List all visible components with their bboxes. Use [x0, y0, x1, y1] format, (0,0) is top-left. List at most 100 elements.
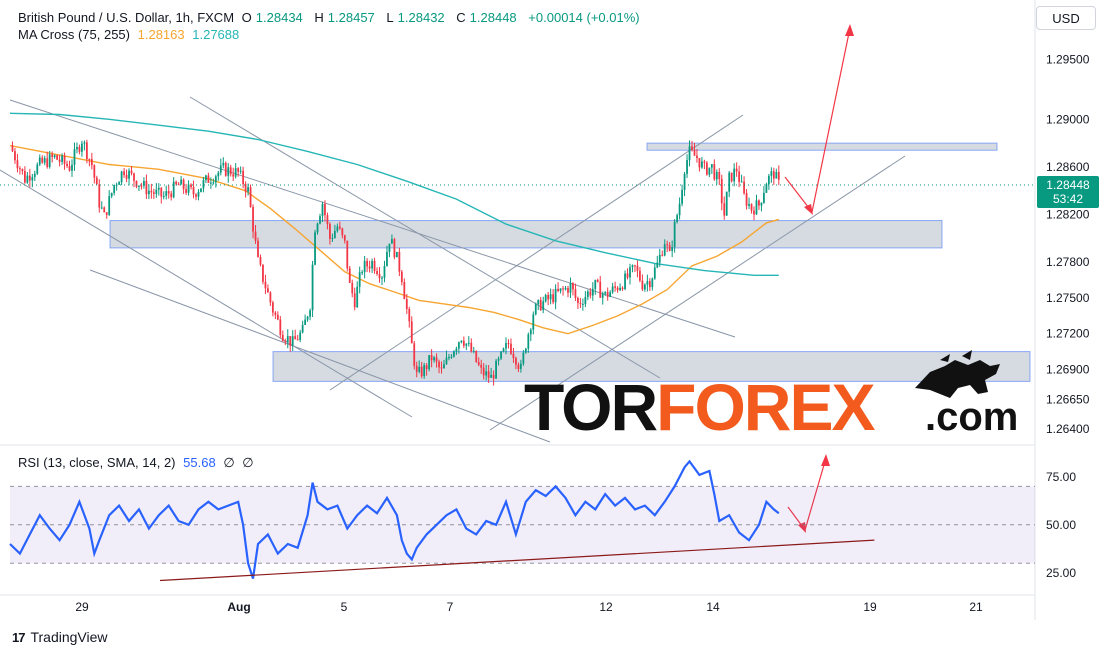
candle-body	[502, 348, 505, 352]
rsi-tick-label: 25.00	[1046, 566, 1076, 580]
candle-body	[678, 203, 681, 216]
candle-body	[202, 180, 205, 189]
candle-body	[455, 348, 458, 352]
bull-logo-icon	[915, 350, 1000, 398]
candle-body	[386, 251, 388, 266]
candle-body	[279, 319, 282, 335]
candle-body	[457, 342, 460, 349]
candle-body	[304, 319, 307, 325]
candle-body	[562, 288, 564, 290]
candle-body	[128, 170, 130, 179]
candle-body	[524, 348, 527, 353]
candle-body	[683, 173, 686, 190]
currency-button[interactable]: USD	[1036, 6, 1096, 30]
candle-body	[480, 364, 483, 368]
candle-body	[490, 374, 493, 378]
candle-body	[36, 164, 39, 174]
candle-body	[329, 224, 331, 239]
candle-body	[180, 179, 183, 185]
price-zone	[272, 351, 1031, 382]
candle-body	[356, 286, 359, 308]
candle-body	[291, 336, 294, 346]
candle-body	[73, 149, 76, 165]
candle-body	[740, 181, 743, 183]
candle-body	[567, 288, 569, 293]
candle-body	[743, 181, 745, 194]
candle-body	[725, 191, 728, 216]
candle-body	[445, 357, 448, 365]
candle-body	[338, 226, 341, 229]
price-tag-box	[1037, 176, 1099, 209]
candle-body	[281, 334, 284, 341]
candle-body	[515, 358, 517, 365]
candle-body	[693, 149, 696, 156]
candlesticks	[11, 139, 780, 386]
candle-body	[306, 316, 309, 320]
candle-body	[123, 171, 125, 175]
candle-body	[522, 352, 525, 364]
last-price-tag: 1.28448 53:42	[1037, 176, 1099, 209]
candle-body	[162, 195, 165, 197]
candle-body	[110, 192, 113, 197]
candle-body	[165, 191, 168, 196]
candle-body	[296, 339, 299, 341]
candle-body	[472, 350, 475, 352]
candle-body	[619, 287, 621, 291]
candle-body	[71, 164, 73, 171]
candle-body	[361, 272, 364, 274]
candle-body	[88, 159, 91, 161]
rsi-label[interactable]: RSI (13, close, SMA, 14, 2)	[18, 455, 176, 470]
symbol-title[interactable]: British Pound / U.S. Dollar, 1h, FXCM	[18, 10, 235, 25]
candle-body	[299, 332, 302, 341]
candle-body	[517, 364, 520, 369]
candle-body	[758, 200, 760, 206]
candle-body	[413, 343, 416, 366]
candle-body	[14, 151, 16, 161]
candle-body	[343, 235, 346, 241]
ma-label[interactable]: MA Cross (75, 255)	[18, 27, 130, 42]
candle-body	[609, 292, 612, 297]
candle-body	[425, 365, 428, 370]
ma-fast-line	[9, 144, 779, 335]
candle-body	[115, 184, 118, 186]
candle-body	[636, 265, 639, 271]
price-zone	[646, 142, 998, 151]
candle-body	[430, 355, 433, 361]
candle-body	[475, 350, 478, 362]
candle-body	[433, 357, 435, 361]
tradingview-footer[interactable]: 17 TradingView	[12, 629, 108, 645]
candle-body	[512, 353, 515, 359]
candle-body	[197, 191, 200, 197]
candle-body	[125, 174, 128, 179]
candle-body	[264, 281, 267, 289]
candle-body	[177, 184, 180, 186]
support-resistance-zones	[109, 142, 1031, 382]
candle-body	[68, 166, 71, 171]
candle-body	[108, 196, 111, 215]
candle-body	[333, 231, 336, 238]
candle-body	[301, 324, 304, 333]
candle-body	[28, 175, 31, 181]
candle-body	[172, 181, 175, 198]
candle-body	[346, 240, 349, 269]
candle-body	[61, 155, 63, 162]
candle-body	[691, 146, 693, 150]
candle-body	[453, 351, 455, 357]
candle-body	[274, 312, 277, 315]
candle-body	[175, 181, 178, 185]
candle-body	[775, 171, 778, 179]
rsi-tick-label: 75.00	[1046, 470, 1076, 484]
candle-body	[505, 343, 507, 349]
candle-body	[710, 164, 713, 168]
candle-body	[351, 282, 354, 294]
candle-body	[187, 184, 190, 193]
candle-body	[145, 180, 148, 195]
candle-body	[212, 182, 215, 184]
trend-line	[189, 96, 661, 379]
candle-body	[239, 170, 242, 172]
ohlc-low: L 1.28432	[386, 10, 445, 25]
candle-body	[681, 189, 683, 204]
candle-body	[534, 304, 537, 315]
candle-body	[76, 146, 78, 150]
